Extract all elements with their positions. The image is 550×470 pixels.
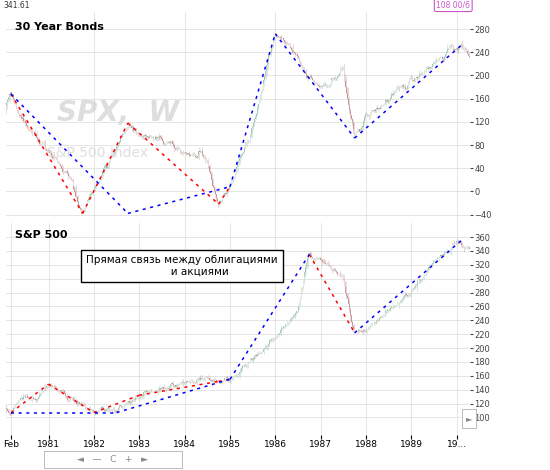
Text: 341.61: 341.61 bbox=[3, 0, 30, 9]
Text: S&P 500 Index: S&P 500 Index bbox=[47, 147, 148, 160]
Text: 108 00/6: 108 00/6 bbox=[436, 0, 470, 9]
Text: 30 Year Bonds: 30 Year Bonds bbox=[15, 23, 103, 32]
Text: ◄   —   C   +   ►: ◄ — C + ► bbox=[77, 455, 148, 464]
Text: S&P 500: S&P 500 bbox=[15, 230, 67, 240]
Text: ►: ► bbox=[466, 414, 472, 423]
Text: SPX,  W: SPX, W bbox=[57, 99, 179, 127]
Text: Прямая связь между облигациями
           и акциями: Прямая связь между облигациями и акциями bbox=[86, 255, 278, 276]
